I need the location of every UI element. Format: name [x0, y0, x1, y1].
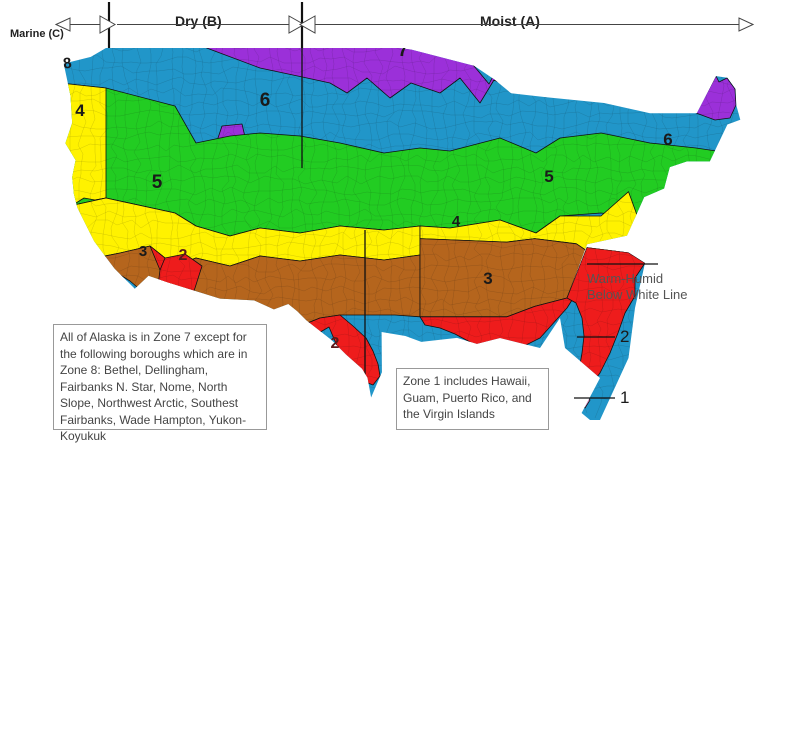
svg-text:4: 4: [452, 213, 461, 230]
svg-text:Below White Line: Below White Line: [587, 287, 687, 302]
svg-text:3: 3: [139, 243, 147, 260]
svg-text:5: 5: [544, 167, 553, 186]
svg-text:2: 2: [620, 327, 629, 346]
svg-text:7: 7: [398, 48, 409, 61]
svg-text:4: 4: [75, 101, 85, 120]
svg-text:2: 2: [179, 247, 188, 264]
svg-text:2: 2: [331, 335, 340, 352]
svg-text:6: 6: [260, 90, 271, 111]
svg-text:1: 1: [620, 388, 629, 407]
svg-text:5: 5: [152, 172, 163, 193]
svg-text:3: 3: [483, 269, 492, 288]
svg-text:Warm-Humid: Warm-Humid: [587, 271, 663, 286]
svg-text:6: 6: [663, 130, 672, 149]
